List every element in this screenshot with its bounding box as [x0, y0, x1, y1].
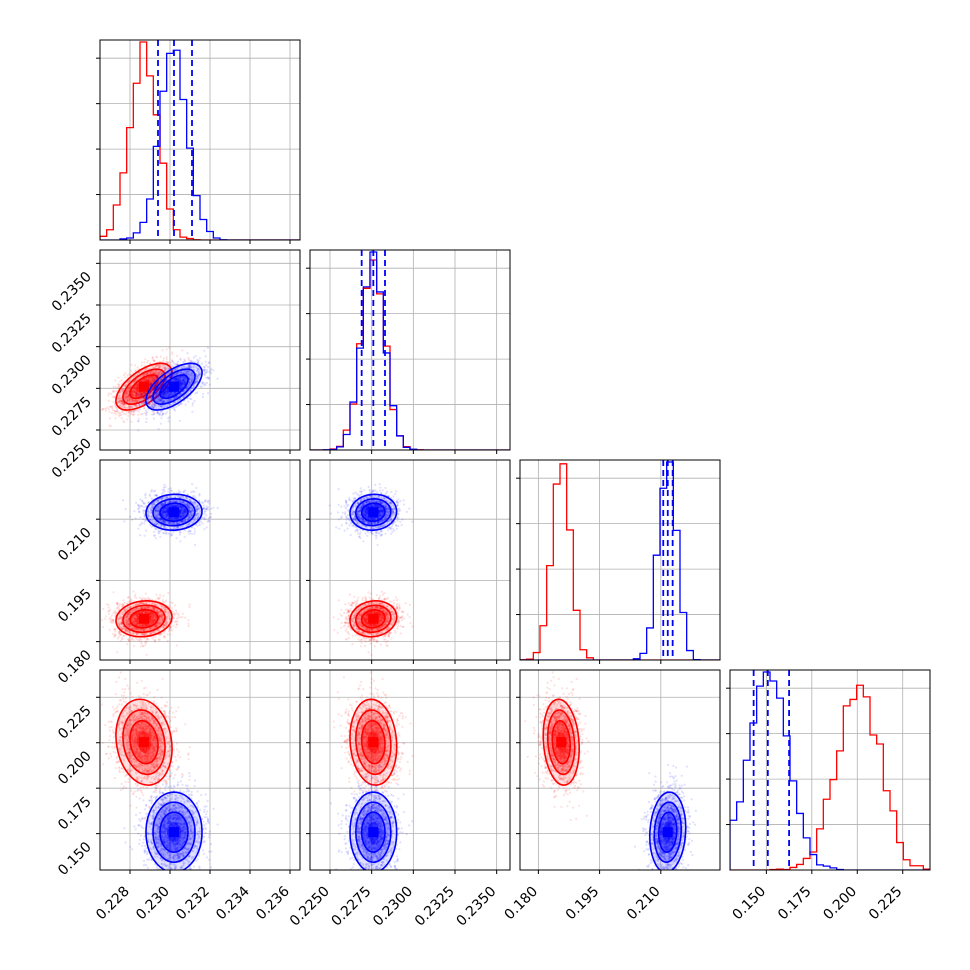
panel-3-3: 0.150 0.175 0.200 0.225	[726, 669, 931, 924]
panel-0-0	[96, 39, 301, 244]
y-tick-label: 0.210	[55, 525, 95, 565]
y-tick-label: 0.180	[55, 647, 95, 687]
density-peak	[139, 737, 149, 748]
panel-frame	[99, 459, 301, 661]
histogram-series-0	[730, 684, 930, 870]
panel-2-2	[516, 459, 721, 664]
y-tick-label: 0.195	[55, 586, 95, 626]
x-tick-label: 0.228	[93, 884, 133, 924]
density-peak	[169, 381, 179, 392]
x-tick-label: 0.150	[730, 884, 770, 924]
panel-1-1	[306, 249, 511, 454]
y-tick-label: 0.150	[55, 839, 95, 879]
x-tick-label: 0.2325	[412, 884, 458, 930]
y-tick-label: 0.200	[55, 748, 95, 788]
histogram-series-1	[100, 49, 300, 240]
density-peak	[139, 381, 149, 392]
x-tick-label: 0.232	[173, 884, 213, 924]
density-peak	[368, 827, 379, 838]
histogram-series-0	[520, 463, 720, 660]
x-tick-label: 0.195	[563, 884, 603, 924]
x-tick-label: 0.225	[866, 884, 906, 924]
histogram-series-1	[520, 461, 720, 660]
panel-3-2: 0.180 0.195 0.210	[502, 669, 721, 924]
panel-2-0: 0.180 0.195 0.210	[55, 459, 301, 687]
panel-frame	[309, 459, 511, 661]
x-tick-label: 0.180	[502, 884, 542, 924]
panel-frame	[99, 669, 301, 871]
histogram-series-0	[100, 41, 300, 240]
y-tick-label: 0.2325	[49, 311, 95, 357]
density-peak	[169, 507, 179, 518]
y-tick-label: 0.175	[55, 794, 95, 834]
scatter-series-1	[328, 483, 414, 547]
histogram-series-0	[310, 259, 510, 450]
x-tick-label: 0.2300	[370, 884, 416, 930]
panel-frame	[309, 669, 511, 871]
y-tick-label: 0.2250	[49, 436, 95, 482]
panel-3-0: 0.228 0.230 0.232 0.234 0.2360.1500.1750.200…	[55, 669, 301, 924]
scatter-series-1	[121, 346, 219, 432]
density-peak	[662, 827, 673, 838]
y-tick-label: 0.2300	[49, 352, 95, 398]
y-tick-label: 0.2275	[49, 394, 95, 440]
x-tick-label: 0.230	[133, 884, 173, 924]
density-peak	[368, 613, 379, 624]
y-tick-label: 0.225	[55, 703, 95, 743]
panel-frame	[309, 249, 511, 451]
panel-frame	[99, 249, 301, 451]
density-peak	[368, 507, 379, 518]
panel-frame	[519, 669, 721, 871]
scatter-series-1	[328, 763, 414, 870]
panel-frame	[729, 669, 931, 871]
x-tick-label: 0.2250	[287, 884, 333, 930]
x-tick-label: 0.210	[624, 884, 664, 924]
y-tick-label: 0.2350	[49, 269, 95, 315]
density-peak	[556, 737, 567, 748]
panel-2-1	[306, 459, 511, 664]
x-tick-label: 0.175	[775, 884, 815, 924]
density-peak	[139, 613, 149, 624]
panel-frame	[519, 459, 721, 661]
histogram-series-1	[310, 251, 510, 450]
x-tick-label: 0.2275	[329, 884, 375, 930]
density-peak	[169, 827, 179, 838]
x-tick-label: 0.2350	[454, 884, 500, 930]
x-tick-label: 0.234	[213, 883, 253, 923]
x-tick-label: 0.200	[820, 884, 860, 924]
histogram-series-1	[730, 671, 930, 870]
panel-frame	[99, 39, 301, 241]
density-peak	[368, 737, 379, 748]
